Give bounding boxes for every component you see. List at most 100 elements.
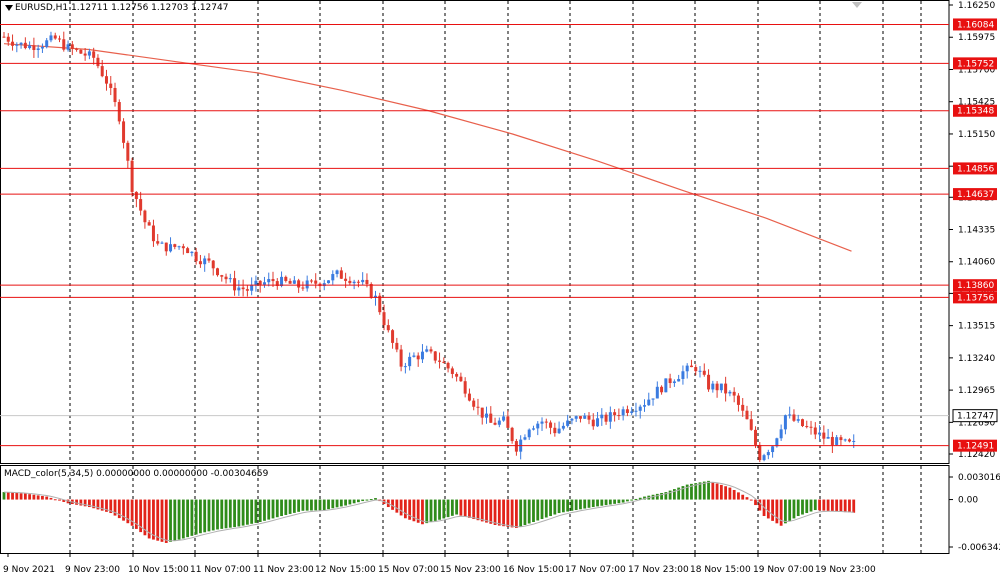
candle-bearish <box>391 330 395 343</box>
candle-bearish <box>741 404 745 411</box>
macd-histogram-bar <box>549 499 552 517</box>
candle-bearish <box>689 365 693 368</box>
macd-histogram-bar <box>510 499 514 528</box>
macd-histogram-bar <box>2 492 6 500</box>
macd-histogram-bar <box>190 499 194 536</box>
time-tick-label: 16 Nov 15:00 <box>503 565 564 575</box>
candle-bullish <box>852 440 856 442</box>
level-price-badge <box>953 188 997 201</box>
macd-histogram-bar <box>374 498 377 500</box>
candle-bearish <box>715 383 719 391</box>
macd-label: MACD_color(5,34,5) 0.00000000 0.00000000… <box>4 469 269 479</box>
macd-histogram-bar <box>49 497 53 500</box>
macd-histogram-bar <box>544 499 548 518</box>
candle-bearish <box>62 39 66 50</box>
macd-histogram-bar <box>655 493 659 500</box>
candle-bearish <box>339 270 343 279</box>
price-tick-label: 1.13515 <box>958 322 995 332</box>
candle-bearish <box>113 87 117 103</box>
symbol-label: EURUSD,H1 <box>15 3 69 13</box>
macd-histogram-bar <box>442 499 446 519</box>
macd-histogram-bar <box>724 486 728 500</box>
macd-histogram-bar <box>361 499 365 502</box>
price-tick-label: 1.14060 <box>958 258 995 268</box>
candle-bullish <box>561 425 565 429</box>
macd-histogram-bar <box>416 499 420 523</box>
macd-histogram-bar <box>493 499 497 525</box>
candle-bearish <box>506 416 510 428</box>
candle-bearish <box>587 415 591 420</box>
candle-bullish <box>45 40 49 47</box>
macd-histogram-bar <box>835 499 839 512</box>
macd-histogram-bar <box>685 484 689 500</box>
macd-histogram-bar <box>92 499 96 509</box>
macd-histogram-bar <box>314 499 318 511</box>
scroll-arrow-icon[interactable] <box>852 2 862 8</box>
time-tick-label: 17 Nov 07:00 <box>565 565 626 575</box>
candle-bearish <box>216 268 219 276</box>
macd-histogram-bar <box>224 499 228 529</box>
candle-bearish <box>480 407 484 418</box>
candle-bearish <box>79 49 83 54</box>
level-price-badge <box>953 162 997 175</box>
candle-bearish <box>156 241 160 244</box>
macd-histogram-bar <box>117 499 121 519</box>
macd-histogram-bar <box>433 499 437 521</box>
macd-histogram-bar <box>536 499 540 521</box>
candle-bearish <box>58 38 62 40</box>
macd-histogram-bar <box>480 499 484 522</box>
candle-bearish <box>702 370 706 375</box>
candle-bearish <box>143 210 147 223</box>
macd-histogram-bar <box>485 499 488 523</box>
level-price-label: 1.16084 <box>957 20 994 30</box>
candle-bearish <box>847 439 851 442</box>
price-tick-label: 1.15700 <box>958 65 995 75</box>
macd-histogram-bar <box>818 499 821 511</box>
macd-histogram-bar <box>322 499 326 511</box>
candle-bullish <box>327 280 331 284</box>
candle-bearish <box>463 381 467 394</box>
candle-bullish <box>647 399 651 406</box>
candle-bullish <box>557 428 561 434</box>
macd-histogram-bar <box>220 499 224 529</box>
macd-histogram-bar <box>263 499 266 521</box>
candle-bearish <box>344 278 348 281</box>
macd-histogram-bar <box>796 499 800 517</box>
level-price-label: 1.15348 <box>957 107 994 117</box>
candle-bearish <box>386 325 390 331</box>
time-tick-label: 15 Nov 23:00 <box>440 565 501 575</box>
macd-histogram-bar <box>681 486 685 500</box>
candle-bearish <box>514 441 518 452</box>
macd-histogram-bar <box>719 484 723 500</box>
candle-bearish <box>493 422 497 425</box>
macd-histogram-bar <box>566 499 570 512</box>
candle-bullish <box>66 44 70 50</box>
macd-histogram-bar <box>450 499 454 516</box>
macd-histogram-bar <box>523 499 527 525</box>
candle-bearish <box>604 414 608 422</box>
macd-histogram-bar <box>758 499 762 511</box>
macd-histogram-bar <box>561 499 565 513</box>
candle-bearish <box>459 376 463 382</box>
time-tick-label: 10 Nov 15:00 <box>128 565 189 575</box>
macd-histogram-bar <box>134 499 138 529</box>
macd-histogram-bar <box>677 487 681 500</box>
candle-bearish <box>736 395 740 405</box>
main-panel[interactable] <box>0 0 950 464</box>
macd-histogram-bar <box>156 499 160 541</box>
candle-bullish <box>228 278 232 280</box>
candle-bullish <box>783 415 787 430</box>
symbol-dropdown-icon[interactable] <box>5 5 13 11</box>
macd-histogram-bar <box>327 499 330 510</box>
macd-histogram-bar <box>181 499 185 539</box>
macd-histogram-bar <box>527 499 531 524</box>
macd-histogram-bar <box>822 499 826 511</box>
candle-bearish <box>122 121 126 143</box>
candle-bearish <box>467 393 471 401</box>
candle-bullish <box>818 432 822 435</box>
candle-bearish <box>245 289 249 291</box>
candle-bullish <box>36 48 40 50</box>
candle-bullish <box>412 355 416 357</box>
